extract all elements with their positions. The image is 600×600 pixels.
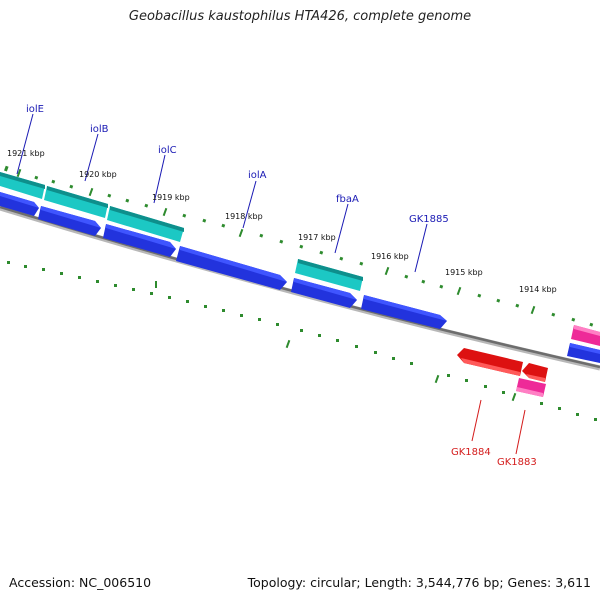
label-leaders: [16, 113, 526, 455]
label-iolE: iolE: [26, 104, 44, 115]
feature-cyan-4: [295, 259, 363, 291]
feature-cyan-3: [107, 206, 184, 242]
label-fbaA: fbaA: [336, 194, 359, 205]
label-iolA: iolA: [248, 170, 267, 181]
label-iolC: iolC: [158, 145, 177, 156]
feature-cyan-2: [44, 186, 108, 218]
map-title: Geobacillus kaustophilus HTA426, complet…: [128, 9, 472, 24]
label-iolB: iolB: [90, 124, 109, 135]
accession-text: Accession: NC_006510: [9, 575, 152, 590]
kbp-label: 1914 kbp: [519, 285, 557, 294]
label-GK1885: GK1885: [409, 214, 449, 225]
outer-tick-track: [4, 165, 594, 327]
inner-tick-track: [7, 261, 597, 421]
forward-gene-features: [0, 192, 600, 363]
kbp-label: 1920 kbp: [79, 170, 117, 179]
label-GK1884: GK1884: [451, 447, 491, 458]
kbp-label: 1921 kbp: [7, 149, 45, 158]
kbp-label: 1915 kbp: [445, 268, 483, 277]
kbp-label: 1916 kbp: [371, 252, 409, 261]
kbp-label: 1918 kbp: [225, 212, 263, 221]
forward-rna-features: [0, 172, 363, 291]
label-GK1883: GK1883: [497, 457, 537, 468]
kbp-labels: 1921 kbp 1920 kbp 1919 kbp 1918 kbp 1917…: [7, 149, 557, 294]
gene-labels: iolE iolB iolC iolA fbaA GK1885 GK1884 G…: [26, 104, 537, 468]
genome-summary-text: Topology: circular; Length: 3,544,776 bp…: [247, 575, 591, 590]
reverse-features: [457, 325, 600, 397]
kbp-label: 1917 kbp: [298, 233, 336, 242]
kbp-label: 1919 kbp: [152, 193, 190, 202]
